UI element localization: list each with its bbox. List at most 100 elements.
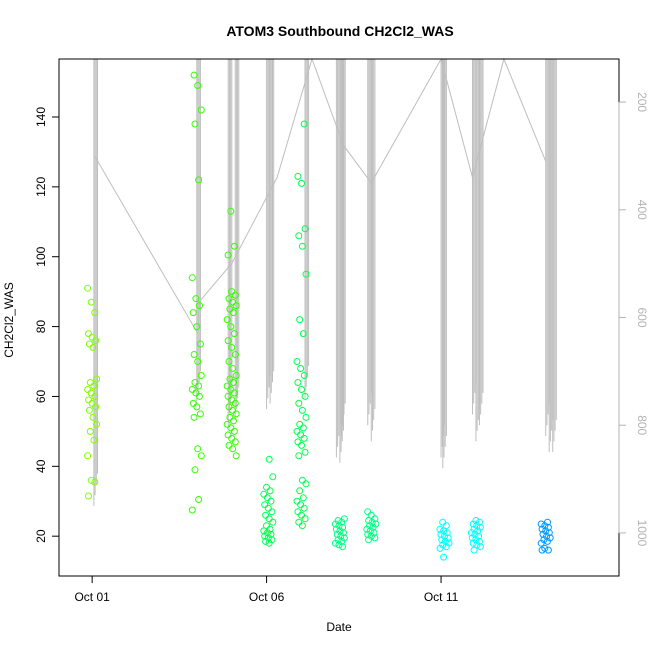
y-tick-label: 80 xyxy=(34,320,48,334)
data-point xyxy=(91,309,99,317)
data-point xyxy=(298,386,305,393)
data-point xyxy=(84,284,92,292)
data-point xyxy=(260,490,268,498)
data-point xyxy=(194,358,202,365)
data-point xyxy=(90,436,98,444)
data-point xyxy=(333,530,341,538)
y-tick-label: 120 xyxy=(34,177,48,197)
data-point xyxy=(302,480,310,488)
data-point xyxy=(229,406,237,414)
data-point xyxy=(538,525,546,533)
data-point xyxy=(265,515,273,523)
data-point xyxy=(302,270,310,278)
data-point xyxy=(469,520,477,528)
data-point xyxy=(537,539,545,547)
data-point xyxy=(189,399,197,407)
data-point xyxy=(228,344,236,351)
data-point xyxy=(229,365,237,372)
data-point xyxy=(294,438,302,446)
data-point xyxy=(196,392,203,400)
data-point xyxy=(197,372,205,379)
data-point xyxy=(231,399,239,407)
data-point xyxy=(195,496,203,503)
data-point xyxy=(226,413,234,421)
data-point xyxy=(263,483,270,491)
data-point xyxy=(262,537,270,545)
data-point xyxy=(93,420,101,428)
data-point xyxy=(229,298,237,306)
data-point xyxy=(227,386,235,393)
data-point xyxy=(265,539,273,547)
data-point xyxy=(293,497,301,505)
data-point xyxy=(188,506,196,514)
data-point xyxy=(295,452,303,460)
data-point xyxy=(298,441,305,449)
data-point xyxy=(223,382,231,390)
data-point xyxy=(192,295,200,303)
data-point xyxy=(188,274,196,282)
data-point xyxy=(194,82,202,89)
data-point xyxy=(331,520,339,528)
data-point xyxy=(261,501,269,509)
data-point xyxy=(332,525,340,533)
data-point xyxy=(232,452,240,460)
data-point xyxy=(230,427,238,435)
data-point xyxy=(194,445,202,453)
data-point xyxy=(296,420,304,428)
data-point xyxy=(92,337,100,345)
data-point xyxy=(223,316,231,324)
data-point xyxy=(87,298,95,306)
data-point xyxy=(295,232,303,240)
data-point xyxy=(468,534,476,542)
data-point xyxy=(230,379,237,386)
data-point xyxy=(299,494,307,502)
chart-title: ATOM3 Southbound CH2Cl2_WAS xyxy=(226,23,453,39)
data-point xyxy=(302,413,310,421)
data-point xyxy=(230,330,238,338)
data-point xyxy=(300,434,308,442)
data-point xyxy=(335,541,343,549)
data-point xyxy=(298,242,306,250)
data-point xyxy=(226,305,234,313)
data-point xyxy=(228,434,236,442)
data-point xyxy=(197,452,205,460)
data-point xyxy=(364,530,372,538)
x-axis-label: Date xyxy=(326,620,352,634)
data-point xyxy=(299,424,307,432)
y2-tick-label: 1000 xyxy=(635,520,649,547)
data-point xyxy=(294,379,302,386)
data-point xyxy=(442,543,450,551)
data-point xyxy=(268,508,276,516)
data-point xyxy=(89,344,97,351)
data-point xyxy=(86,427,94,435)
pressure-lines xyxy=(93,57,557,506)
data-point xyxy=(296,316,304,324)
data-point xyxy=(293,427,301,435)
data-point xyxy=(295,399,303,407)
data-point xyxy=(539,530,547,538)
data-point xyxy=(231,291,239,299)
data-point xyxy=(228,396,236,404)
data-point xyxy=(439,518,447,526)
data-point xyxy=(266,487,274,495)
data-point xyxy=(298,406,306,414)
data-point xyxy=(269,473,277,481)
data-point xyxy=(230,309,237,317)
data-point xyxy=(193,403,201,411)
data-point xyxy=(267,497,275,505)
data-point xyxy=(363,525,371,533)
data-point xyxy=(232,302,240,310)
data-point xyxy=(228,288,236,296)
data-point xyxy=(190,413,198,421)
data-point xyxy=(301,448,309,456)
x-tick-label: Oct 06 xyxy=(249,590,285,604)
y-tick-label: 60 xyxy=(34,389,48,403)
data-point xyxy=(91,392,99,400)
data-point xyxy=(470,546,478,554)
y-axis-right: 200 400 600 800 1000 xyxy=(618,92,649,547)
data-point xyxy=(196,410,204,418)
data-point xyxy=(297,431,305,439)
data-point xyxy=(191,466,199,474)
data-point xyxy=(188,386,196,393)
